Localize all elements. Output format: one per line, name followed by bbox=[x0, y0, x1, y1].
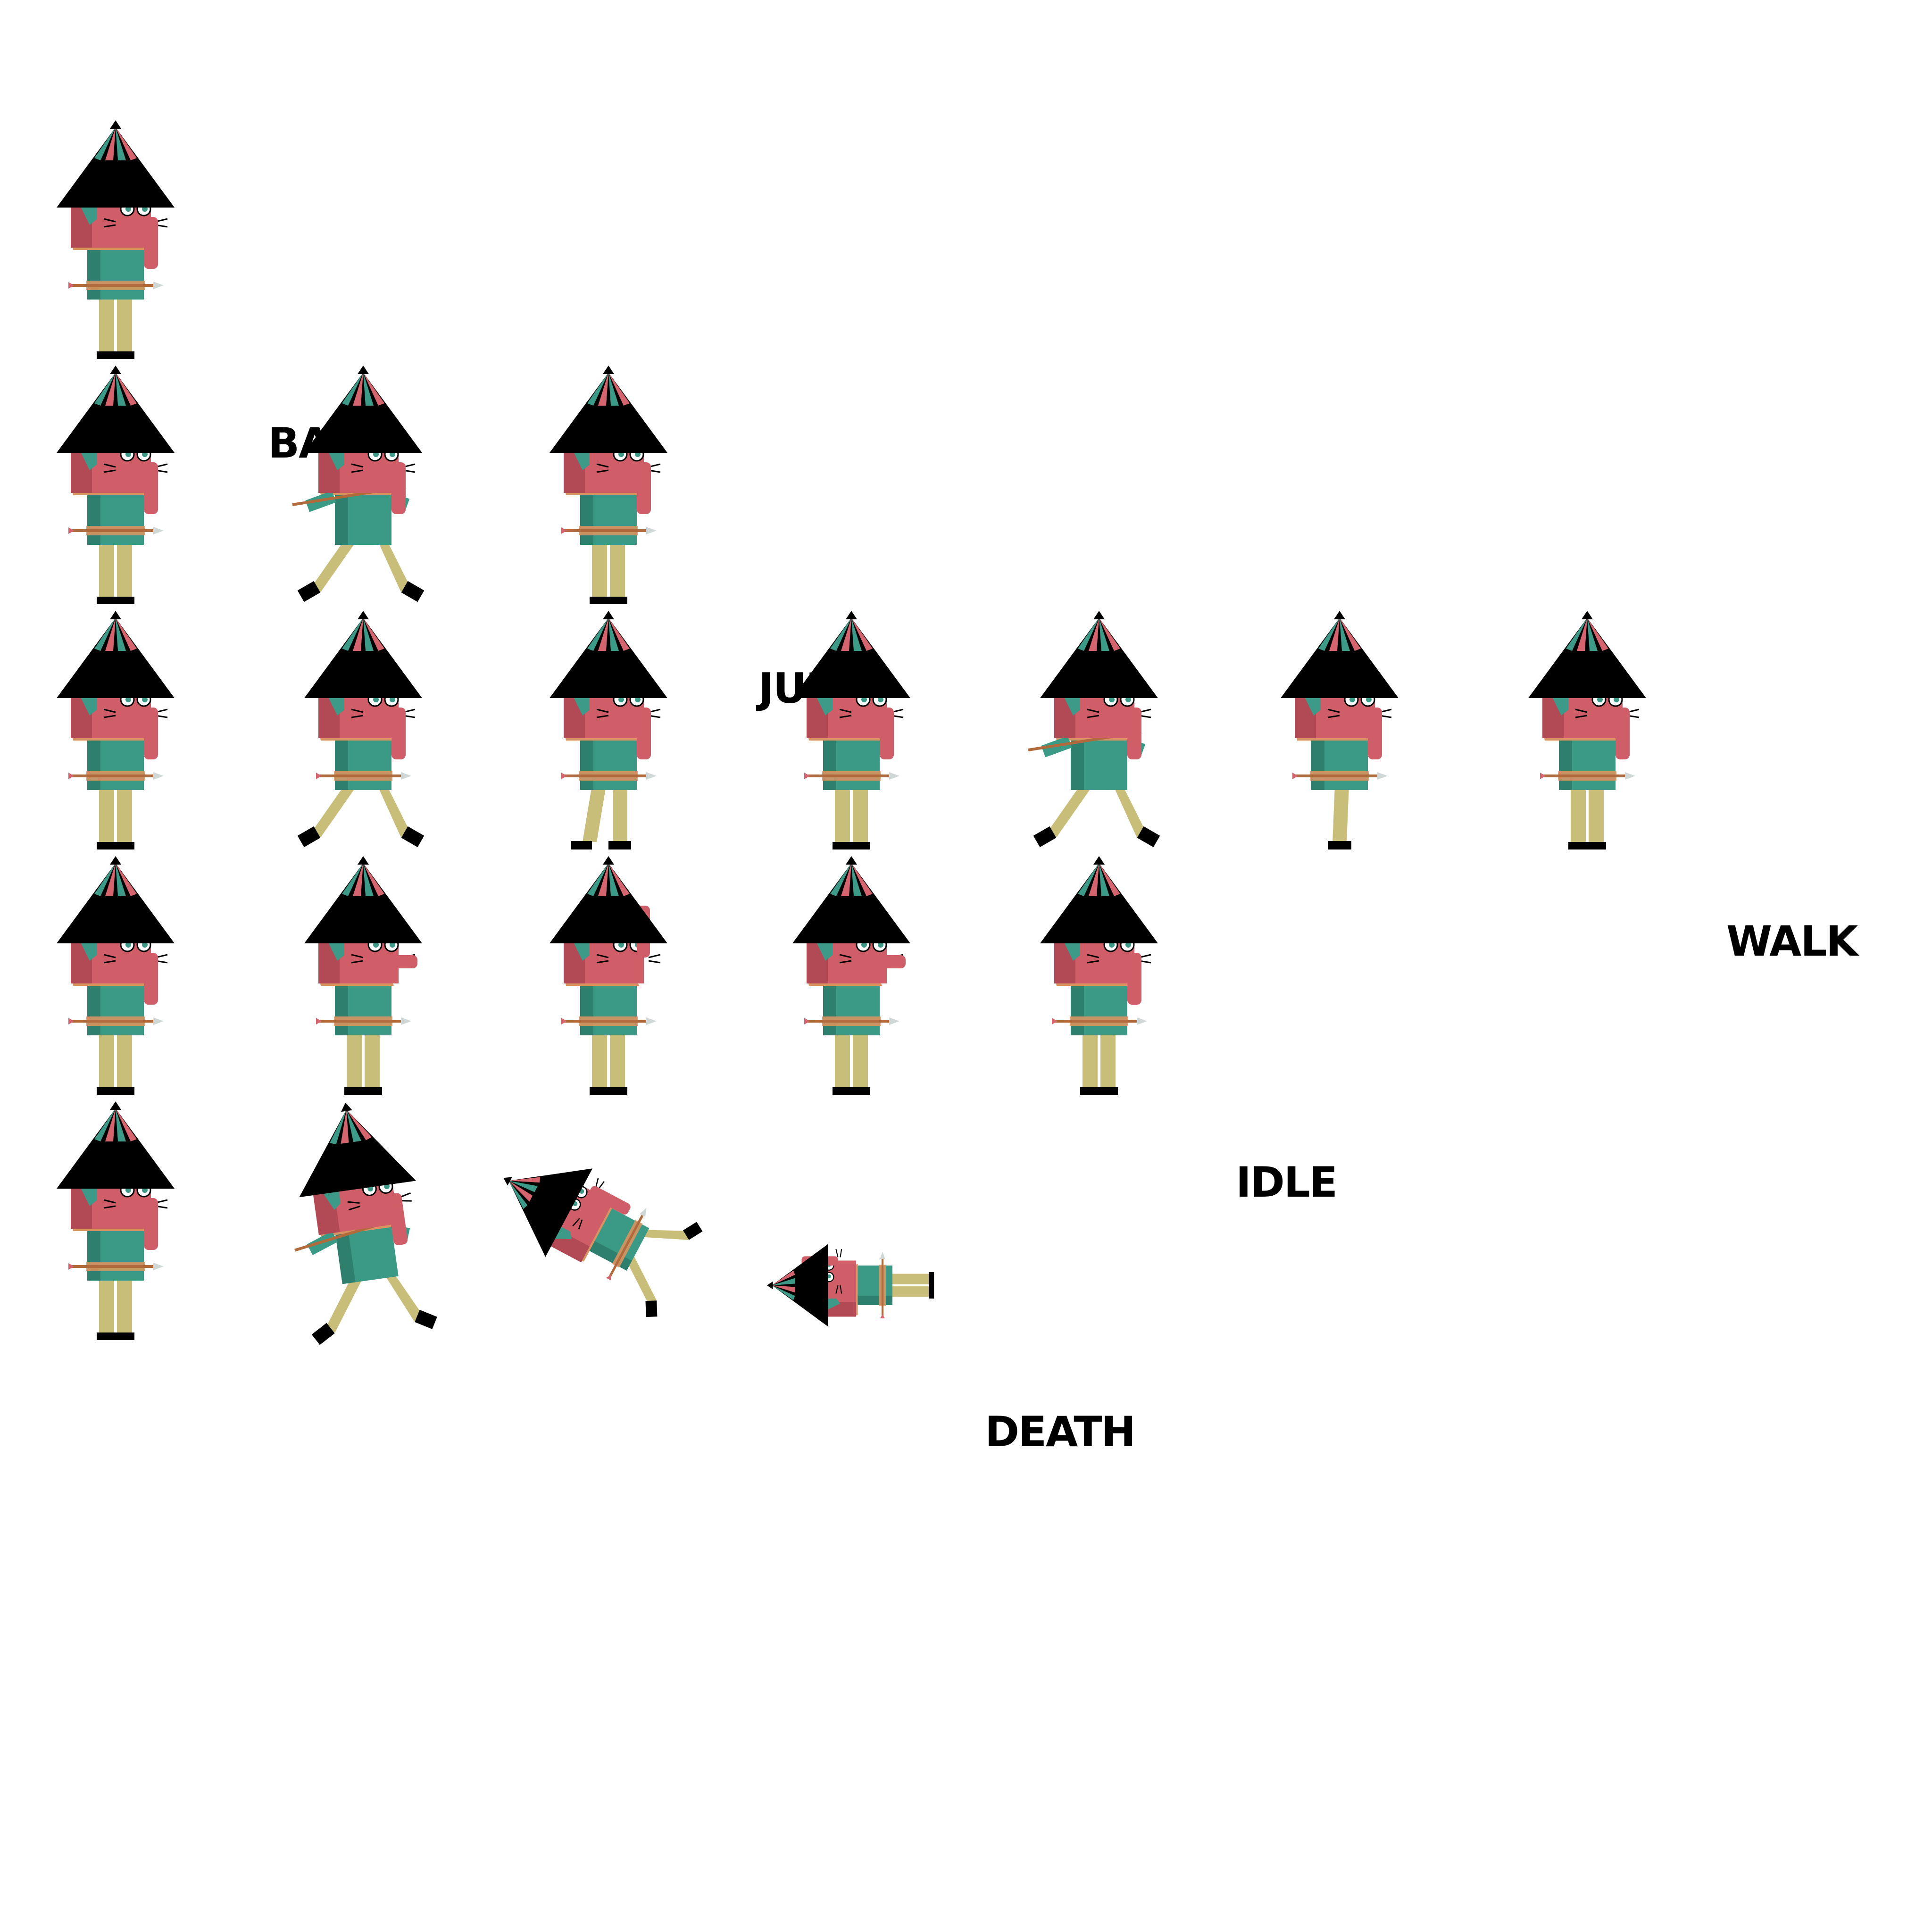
tunic bbox=[853, 1266, 892, 1305]
hat bbox=[550, 856, 667, 943]
character-sprite bbox=[45, 361, 186, 606]
character-sprite bbox=[292, 851, 434, 1097]
tunic bbox=[580, 979, 637, 1035]
legs bbox=[97, 538, 134, 604]
character-sprite bbox=[1028, 606, 1170, 851]
character-sprite bbox=[45, 1097, 186, 1342]
tunic bbox=[1071, 979, 1127, 1035]
character-sprite bbox=[781, 1097, 922, 1342]
sprite-frame-jump-1 bbox=[45, 361, 186, 606]
hat bbox=[57, 1101, 175, 1189]
sprite-frame-idle-3 bbox=[538, 851, 679, 1097]
character-sprite bbox=[538, 361, 679, 606]
sprite-frame-walk-1 bbox=[45, 606, 186, 851]
sprite-frame-idle-4 bbox=[781, 851, 922, 1097]
character-sprite bbox=[781, 606, 922, 851]
legs bbox=[1568, 783, 1606, 849]
hat bbox=[1040, 611, 1158, 698]
sprite-frame-death-3 bbox=[538, 1097, 679, 1342]
tunic bbox=[335, 733, 391, 790]
hat bbox=[792, 611, 910, 698]
legs bbox=[97, 1274, 134, 1340]
tunic bbox=[823, 979, 880, 1035]
legs bbox=[97, 783, 134, 849]
legs bbox=[590, 538, 627, 604]
label-death: DEATH bbox=[985, 1407, 1135, 1456]
hat bbox=[57, 366, 175, 453]
legs bbox=[298, 540, 425, 602]
character-sprite bbox=[45, 606, 186, 851]
legs bbox=[590, 1028, 627, 1095]
tunic bbox=[87, 979, 144, 1035]
character-sprite bbox=[292, 606, 434, 851]
character-sprite bbox=[1516, 606, 1658, 851]
label-walk: WALK bbox=[1726, 917, 1857, 966]
sprite-frame-jump-3 bbox=[538, 361, 679, 606]
hat bbox=[304, 366, 422, 453]
tunic bbox=[1559, 733, 1616, 790]
legs bbox=[344, 1028, 382, 1095]
hat bbox=[1528, 611, 1646, 698]
hat bbox=[767, 1244, 828, 1327]
legs bbox=[888, 1272, 934, 1299]
tunic bbox=[87, 733, 144, 790]
sprite-frame-death-2 bbox=[292, 1097, 434, 1342]
hat bbox=[550, 366, 667, 453]
tunic bbox=[823, 733, 880, 790]
sprite-frame-idle-5 bbox=[1028, 851, 1170, 1097]
sprite-frame-jump-2 bbox=[292, 361, 434, 606]
legs bbox=[97, 292, 134, 359]
hat bbox=[1281, 611, 1399, 698]
character-sprite bbox=[292, 361, 434, 606]
tunic bbox=[335, 979, 391, 1035]
legs bbox=[1328, 785, 1351, 849]
hat bbox=[287, 1094, 416, 1197]
tunic bbox=[87, 1224, 144, 1281]
legs bbox=[833, 783, 870, 849]
sprite-frame-walk-6 bbox=[1269, 606, 1410, 851]
tunic bbox=[87, 243, 144, 300]
legs bbox=[97, 1028, 134, 1095]
legs bbox=[833, 1028, 870, 1095]
hat bbox=[304, 856, 422, 943]
hat bbox=[57, 120, 175, 208]
sprite-frame-walk-4 bbox=[781, 606, 922, 851]
tunic bbox=[580, 488, 637, 545]
hat bbox=[550, 611, 667, 698]
hat bbox=[57, 611, 175, 698]
hat bbox=[57, 856, 175, 943]
legs bbox=[571, 785, 631, 849]
sprite-frame-idle-2 bbox=[292, 851, 434, 1097]
sprite-frame-walk-2 bbox=[292, 606, 434, 851]
tunic bbox=[580, 733, 637, 790]
legs bbox=[1080, 1028, 1118, 1095]
label-idle: IDLE bbox=[1236, 1158, 1337, 1207]
sprite-frame-idle-1 bbox=[45, 851, 186, 1097]
tunic bbox=[87, 488, 144, 545]
sprite-frame-death-1 bbox=[45, 1097, 186, 1342]
character-sprite bbox=[292, 1097, 434, 1342]
hat bbox=[304, 611, 422, 698]
character-sprite bbox=[538, 851, 679, 1097]
character-sprite bbox=[1269, 606, 1410, 851]
tunic bbox=[1311, 733, 1368, 790]
sprite-frame-walk-5 bbox=[1028, 606, 1170, 851]
legs bbox=[1033, 785, 1160, 847]
sprite-frame-walk-7 bbox=[1516, 606, 1658, 851]
character-sprite bbox=[1028, 851, 1170, 1097]
character-sprite bbox=[45, 116, 186, 361]
hat bbox=[792, 856, 910, 943]
character-sprite bbox=[45, 851, 186, 1097]
legs bbox=[298, 785, 425, 847]
sprite-frame-base-1 bbox=[45, 116, 186, 361]
sprite-frame-death-4 bbox=[781, 1097, 922, 1342]
character-sprite bbox=[538, 1097, 679, 1342]
character-sprite bbox=[538, 606, 679, 851]
hat bbox=[1040, 856, 1158, 943]
sprite-frame-walk-3 bbox=[538, 606, 679, 851]
character-sprite bbox=[781, 851, 922, 1097]
